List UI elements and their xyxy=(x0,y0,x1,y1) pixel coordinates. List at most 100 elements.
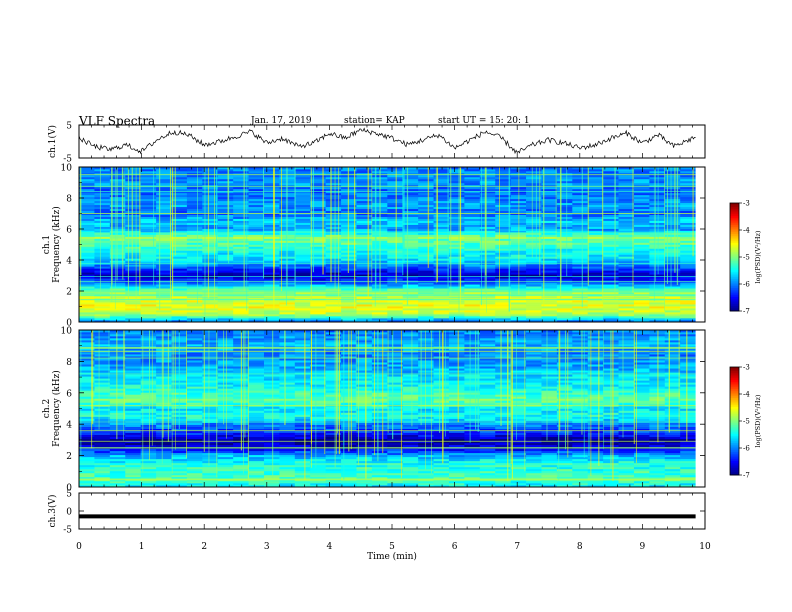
spectrogram-cell xyxy=(618,296,635,299)
spectrogram-cell xyxy=(418,410,434,413)
spectrogram-cell xyxy=(186,476,203,480)
spectrogram-cell xyxy=(402,278,419,281)
spectrogram-cell xyxy=(618,238,635,241)
spectrogram-cell xyxy=(680,222,697,225)
spectrogram-cell xyxy=(94,448,111,452)
spectrogram-cell xyxy=(263,232,280,235)
spectrogram-cell xyxy=(202,430,219,433)
spectrogram-cell xyxy=(109,182,126,186)
spectrogram-cell xyxy=(156,474,172,478)
spectrogram-cell xyxy=(263,244,280,247)
spectrogram-cell xyxy=(541,276,558,279)
spectrogram-cell xyxy=(356,436,373,439)
spectrogram-cell xyxy=(156,316,172,319)
spectrogram-cell xyxy=(649,172,666,176)
spectrogram-cell xyxy=(294,428,311,431)
spectrogram-cell xyxy=(479,460,496,464)
spectrogram-cell xyxy=(433,182,450,186)
spectrogram-cell xyxy=(418,464,434,468)
spectrogram-cell xyxy=(448,466,465,470)
spectrogram-cell xyxy=(156,272,172,275)
spectrogram-cell xyxy=(341,218,357,221)
spectrogram-cell xyxy=(94,440,111,444)
spectrogram-cell xyxy=(526,298,542,301)
spectrogram-cell xyxy=(294,440,311,444)
spectrogram-cell xyxy=(649,248,666,251)
spectrogram-cell xyxy=(618,406,635,409)
spectrogram-cell xyxy=(649,286,666,289)
spectrogram-cell xyxy=(464,464,481,468)
spectrogram-cell xyxy=(664,196,681,200)
spectrogram-cell xyxy=(680,316,697,319)
spectrogram-cell xyxy=(202,318,219,321)
spectrogram-cell xyxy=(402,258,419,261)
spectrogram-cell xyxy=(156,304,172,307)
spectrogram-cell xyxy=(325,304,342,307)
spectrogram-cell xyxy=(263,228,280,231)
spectrogram-cell xyxy=(186,474,203,478)
spectrogram-cell xyxy=(526,288,542,291)
spectrogram-cell xyxy=(603,474,619,478)
spectrogram-cell xyxy=(263,444,280,448)
spectrogram-cell xyxy=(418,180,434,184)
spectrogram-cell xyxy=(310,466,327,470)
spectrogram-cell xyxy=(109,412,126,415)
spectrogram-cell xyxy=(448,266,465,269)
spectrogram-cell xyxy=(79,452,95,456)
spectrogram-cell xyxy=(495,454,512,458)
spectrogram-cell xyxy=(79,472,95,476)
spectrogram-cell xyxy=(464,428,481,431)
spectrogram-cell xyxy=(479,228,496,231)
spectrogram-cell xyxy=(418,286,434,289)
spectrogram-cell xyxy=(526,412,542,415)
spectrogram-cell xyxy=(94,218,111,221)
spectrogram-cell xyxy=(171,318,188,321)
spectrogram-cell xyxy=(603,230,619,233)
spectrogram-cell xyxy=(294,226,311,229)
spectrogram-cell xyxy=(109,306,126,309)
spectrogram-cell xyxy=(387,438,404,441)
spectrogram-cell xyxy=(125,198,142,202)
spectrogram-cell xyxy=(310,276,327,279)
spectrogram-cell xyxy=(479,234,496,237)
spectrogram-cell xyxy=(510,254,527,257)
spectrogram-cell xyxy=(402,402,419,405)
spectrogram-cell xyxy=(125,167,142,170)
spectrogram-cell xyxy=(140,318,157,321)
spectrogram-cell xyxy=(510,250,527,253)
spectrogram-cell xyxy=(680,194,697,198)
spectrogram-cell xyxy=(664,474,681,478)
spectrogram-cell xyxy=(233,296,249,299)
spectrogram-cell xyxy=(79,200,95,204)
spectrogram-cell xyxy=(279,406,296,409)
spectrogram-cell xyxy=(418,434,434,437)
spectrogram-cell xyxy=(479,430,496,433)
spectrogram-cell xyxy=(186,286,203,289)
spectrogram-cell xyxy=(526,448,542,452)
spectrogram-cell xyxy=(402,200,419,204)
colorbar-swatch xyxy=(730,210,739,213)
spectrogram-cell xyxy=(125,288,142,291)
spectrogram-cell xyxy=(109,452,126,456)
spectrogram-cell xyxy=(664,438,681,441)
spectrogram-cell xyxy=(541,480,558,484)
spectrogram-cell xyxy=(263,412,280,415)
spectrogram-cell xyxy=(464,438,481,441)
spectrogram-cell xyxy=(633,468,650,472)
spectrogram-cell xyxy=(587,198,604,202)
spectrogram-cell xyxy=(387,276,404,279)
spectrogram-cell xyxy=(94,316,111,319)
spectrogram-cell xyxy=(572,472,589,476)
spectrogram-cell xyxy=(94,212,111,215)
spectrogram-cell xyxy=(603,216,619,219)
spectrogram-cell xyxy=(587,196,604,200)
spectrogram-cell xyxy=(418,452,434,456)
spectrogram-cell xyxy=(294,474,311,478)
spectrogram-cell xyxy=(510,198,527,202)
spectrogram-cell xyxy=(186,288,203,291)
spectrogram-cell xyxy=(310,246,327,249)
spectrogram-cell xyxy=(186,202,203,206)
spectrogram-cell xyxy=(418,244,434,247)
spectrogram-cell xyxy=(140,288,157,291)
spectrogram-cell xyxy=(325,416,342,419)
